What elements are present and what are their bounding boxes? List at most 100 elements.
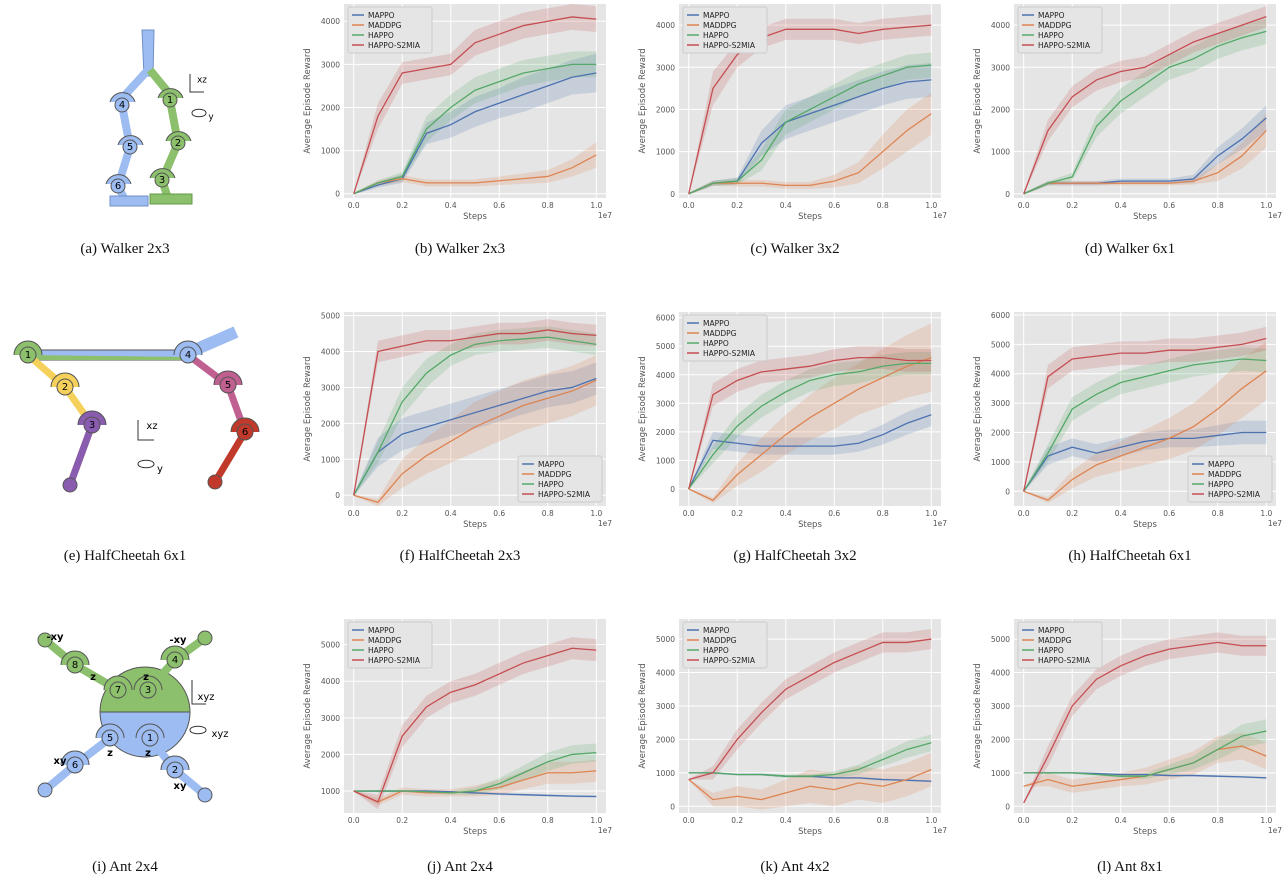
series-line — [353, 336, 597, 496]
series-line — [353, 154, 597, 195]
y-tick-label: 3000 — [991, 399, 1010, 408]
series-line — [353, 72, 597, 195]
series-line — [353, 379, 597, 504]
legend-label: HAPPO — [703, 31, 729, 40]
x-tick-label: 0.6 — [1163, 816, 1175, 825]
error-band — [1023, 341, 1267, 504]
legend-label: HAPPO-S2MIA — [368, 41, 421, 50]
caption: (j) Ant 2x4 — [427, 859, 493, 875]
error-band — [688, 52, 932, 195]
x-tick-label: 1.0 — [1260, 509, 1272, 518]
error-band — [688, 346, 932, 490]
axis-label: y — [157, 464, 163, 475]
joint-label: 6 — [242, 427, 248, 438]
legend-label: MADDPG — [703, 21, 737, 30]
joint-label: 6 — [115, 181, 121, 192]
x-tick-label: 0.0 — [683, 816, 695, 825]
x-tick-label: 0.6 — [1163, 201, 1175, 210]
error-band — [353, 637, 597, 810]
legend-label: HAPPO — [1208, 480, 1234, 489]
legend-box — [1187, 455, 1273, 503]
halfcheetah-diagram: 1 2 3 4 5 6 xz y — [13, 326, 260, 493]
error-band — [688, 92, 932, 195]
y-tick-label: 0 — [670, 485, 675, 494]
legend-label: HAPPO-S2MIA — [703, 349, 756, 358]
joint-label: 4 — [172, 655, 178, 666]
joint-label: 1 — [167, 95, 173, 106]
y-tick-label: 4000 — [656, 21, 675, 30]
x-tick-label: 0.8 — [542, 816, 554, 825]
x-axis-label: Steps — [798, 212, 822, 222]
x-tick-label: 0.6 — [493, 816, 505, 825]
y-tick-label: 1000 — [321, 147, 340, 156]
caption: (h) HalfCheetah 6x1 — [1068, 548, 1192, 564]
x-multiplier: 1e7 — [598, 826, 612, 835]
series-line — [688, 638, 932, 781]
x-tick-label: 0.4 — [445, 509, 457, 518]
legend-label: HAPPO-S2MIA — [703, 656, 756, 665]
x-tick-label: 0.4 — [1115, 201, 1127, 210]
legend-label: MADDPG — [538, 470, 572, 479]
y-tick-label: 4000 — [656, 669, 675, 678]
error-band — [1023, 632, 1267, 804]
series-line — [688, 742, 932, 777]
legend-label: HAPPO — [703, 339, 729, 348]
caption: (k) Ant 4x2 — [760, 859, 830, 875]
y-tick-label: 4000 — [991, 21, 1010, 30]
series-line — [688, 357, 932, 502]
line-chart: 0 1000 2000 3000 4000 5000 0.0 0.2 0.4 0.6 0.8 1.0 S… — [973, 619, 1282, 837]
y-tick-label: 3000 — [321, 714, 340, 723]
legend-label: MADDPG — [1038, 636, 1072, 645]
legend-label: HAPPO — [538, 480, 564, 489]
y-tick-label: 1000 — [991, 769, 1010, 778]
error-band — [1023, 326, 1267, 492]
series-line — [1023, 431, 1267, 492]
y-axis-label: Average Episode Reward — [973, 663, 983, 768]
x-tick-label: 0.2 — [731, 201, 743, 210]
x-multiplier: 1e7 — [933, 211, 947, 220]
x-axis-label: Steps — [463, 212, 487, 222]
legend-label: MAPPO — [703, 11, 730, 20]
x-tick-label: 1.0 — [1260, 201, 1272, 210]
x-tick-label: 0.8 — [1212, 201, 1224, 210]
y-tick-label: 6000 — [991, 311, 1010, 320]
axis-label: xz — [146, 421, 157, 432]
y-tick-label: 1000 — [321, 787, 340, 796]
y-tick-label: 2000 — [991, 429, 1010, 438]
legend-label: MAPPO — [1038, 626, 1065, 635]
y-tick-label: 4000 — [991, 370, 1010, 379]
x-tick-label: 0.4 — [445, 201, 457, 210]
line-chart: 0 1000 2000 3000 4000 5000 6000 0.0 0.2 0.4 0.6 0.8… — [973, 311, 1282, 530]
y-tick-label: 0 — [335, 491, 340, 500]
error-band — [1023, 719, 1267, 779]
y-tick-label: 3000 — [991, 63, 1010, 72]
joint-label: 8 — [72, 660, 78, 671]
x-tick-label: 1.0 — [590, 509, 602, 518]
error-band — [1023, 732, 1267, 793]
series-line — [1023, 358, 1267, 492]
x-tick-label: 0.8 — [1212, 816, 1224, 825]
legend-label: MADDPG — [368, 636, 402, 645]
error-band — [353, 53, 597, 195]
series-line — [353, 329, 597, 496]
x-tick-label: 0.6 — [493, 509, 505, 518]
x-tick-label: 0.0 — [348, 816, 360, 825]
error-band — [1023, 113, 1267, 195]
y-tick-label: 1000 — [321, 455, 340, 464]
y-tick-label: 4000 — [321, 677, 340, 686]
y-tick-label: 0 — [670, 802, 675, 811]
series-line — [353, 16, 597, 194]
y-tick-label: 3000 — [656, 63, 675, 72]
y-tick-label: 5000 — [321, 641, 340, 650]
y-tick-label: 2000 — [321, 103, 340, 112]
x-axis-label: Steps — [1133, 827, 1157, 837]
x-tick-label: 0.0 — [1018, 509, 1030, 518]
line-chart: 0 1000 2000 3000 4000 0.0 0.2 0.4 0.6 0.8 1.0 Steps… — [303, 4, 612, 222]
y-axis-label: Average Episode Reward — [973, 356, 983, 461]
line-chart: 0 1000 2000 3000 4000 5000 0.0 0.2 0.4 0.6 0.8 1.0 S… — [303, 312, 612, 530]
line-chart: 0 1000 2000 3000 4000 0.0 0.2 0.4 0.6 0.8 1.0 Steps… — [973, 4, 1282, 222]
caption: (a) Walker 2x3 — [80, 241, 170, 257]
